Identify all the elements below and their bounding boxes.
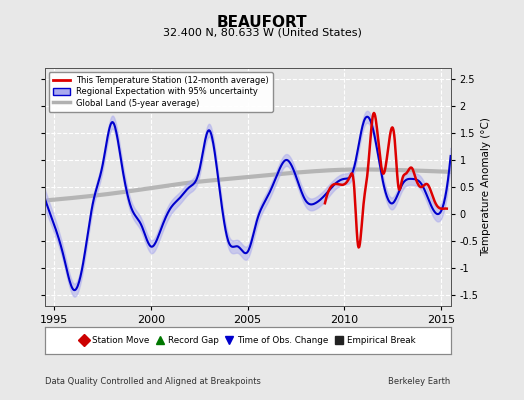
Legend: Station Move, Record Gap, Time of Obs. Change, Empirical Break: Station Move, Record Gap, Time of Obs. C…	[77, 333, 418, 348]
Legend: This Temperature Station (12-month average), Regional Expectation with 95% uncer: This Temperature Station (12-month avera…	[49, 72, 273, 112]
Text: Data Quality Controlled and Aligned at Breakpoints: Data Quality Controlled and Aligned at B…	[45, 377, 260, 386]
Text: 32.400 N, 80.633 W (United States): 32.400 N, 80.633 W (United States)	[162, 27, 362, 37]
Y-axis label: Temperature Anomaly (°C): Temperature Anomaly (°C)	[482, 118, 492, 256]
Text: Berkeley Earth: Berkeley Earth	[388, 377, 451, 386]
Text: BEAUFORT: BEAUFORT	[217, 15, 307, 30]
